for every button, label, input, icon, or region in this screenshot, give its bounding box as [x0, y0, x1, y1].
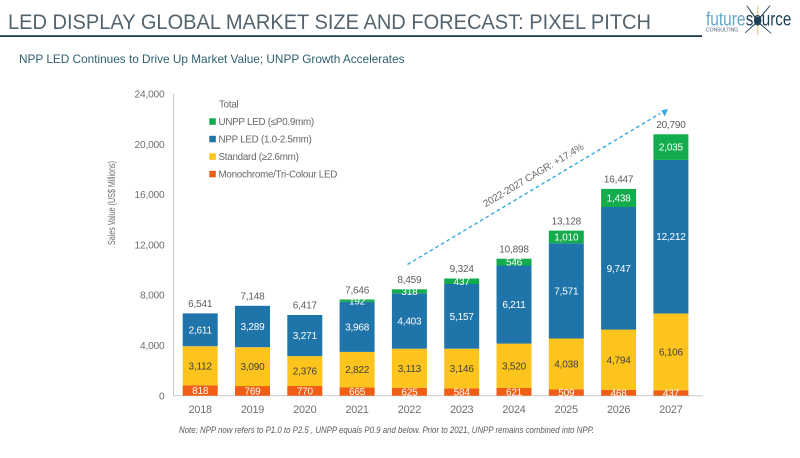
svg-text:2,611: 2,611	[189, 326, 213, 337]
svg-text:LED DISPLAY GLOBAL MARKET SIZE: LED DISPLAY GLOBAL MARKET SIZE AND FOREC…	[8, 10, 651, 34]
svg-text:7,571: 7,571	[554, 287, 579, 298]
svg-text:2026: 2026	[607, 404, 630, 416]
svg-text:8,000: 8,000	[140, 291, 165, 302]
svg-text:665: 665	[349, 387, 366, 398]
svg-text:13,128: 13,128	[552, 216, 582, 227]
svg-text:3,112: 3,112	[189, 361, 213, 372]
svg-text:Standard (≥2.6mm): Standard (≥2.6mm)	[219, 152, 299, 163]
svg-text:546: 546	[506, 258, 523, 269]
svg-text:584: 584	[454, 388, 471, 399]
svg-text:3,146: 3,146	[450, 364, 475, 375]
svg-text:2,376: 2,376	[293, 367, 318, 378]
svg-text:NPP LED Continues to Drive Up: NPP LED Continues to Drive Up Market Val…	[19, 52, 405, 66]
svg-text:468: 468	[611, 388, 628, 399]
svg-text:2021: 2021	[345, 404, 368, 416]
svg-text:3,289: 3,289	[240, 322, 265, 333]
svg-text:192: 192	[349, 296, 366, 307]
svg-text:7,148: 7,148	[240, 292, 265, 303]
svg-text:NPP LED (1.0-2.5mm): NPP LED (1.0-2.5mm)	[219, 134, 312, 145]
svg-text:Sales Value (US$ Millions): Sales Value (US$ Millions)	[107, 161, 118, 245]
svg-text:20,000: 20,000	[135, 140, 165, 151]
svg-text:769: 769	[244, 387, 261, 398]
svg-text:8,459: 8,459	[397, 275, 422, 286]
svg-text:3,113: 3,113	[398, 364, 422, 375]
svg-text:2,035: 2,035	[659, 143, 684, 154]
svg-text:2022: 2022	[398, 404, 421, 416]
svg-text:2025: 2025	[555, 404, 578, 416]
svg-text:3,968: 3,968	[345, 323, 370, 334]
svg-text:CONSULTING: CONSULTING	[706, 27, 739, 33]
svg-text:6,211: 6,211	[502, 300, 526, 311]
svg-text:625: 625	[401, 387, 418, 398]
svg-text:9,324: 9,324	[450, 264, 475, 275]
svg-text:4,000: 4,000	[140, 341, 165, 352]
svg-text:16,000: 16,000	[135, 190, 165, 201]
svg-text:1,010: 1,010	[554, 233, 579, 244]
svg-text:12,000: 12,000	[135, 240, 165, 251]
svg-text:2023: 2023	[450, 404, 473, 416]
svg-text:818: 818	[192, 386, 209, 397]
svg-text:2020: 2020	[293, 404, 316, 416]
svg-text:2019: 2019	[241, 404, 264, 416]
svg-text:437: 437	[663, 389, 680, 400]
svg-text:UNPP LED (≤P0.9mm): UNPP LED (≤P0.9mm)	[219, 117, 314, 128]
svg-text:318: 318	[401, 287, 418, 298]
svg-text:20,790: 20,790	[656, 120, 686, 131]
svg-text:4,794: 4,794	[607, 355, 632, 366]
svg-text:futuresource: futuresource	[706, 9, 791, 30]
svg-text:4,403: 4,403	[397, 317, 422, 328]
svg-text:1,438: 1,438	[607, 194, 632, 205]
svg-text:6,417: 6,417	[293, 301, 318, 312]
svg-text:6,541: 6,541	[188, 299, 213, 310]
svg-text:2,822: 2,822	[345, 365, 370, 376]
svg-text:4,038: 4,038	[554, 360, 579, 371]
svg-text:9,747: 9,747	[607, 264, 632, 275]
svg-text:5,157: 5,157	[450, 312, 475, 323]
svg-text:6,106: 6,106	[659, 347, 684, 358]
svg-text:2024: 2024	[502, 404, 525, 416]
svg-text:3,090: 3,090	[240, 362, 265, 373]
svg-text:Note: NPP now refers to P1.0 t: Note: NPP now refers to P1.0 to P2.5 , U…	[179, 425, 594, 436]
svg-text:3,271: 3,271	[293, 331, 318, 342]
svg-text:10,898: 10,898	[499, 244, 529, 255]
svg-text:Total: Total	[219, 100, 239, 111]
svg-text:0: 0	[159, 391, 165, 402]
svg-text:12,212: 12,212	[656, 232, 686, 243]
svg-text:770: 770	[297, 387, 314, 398]
svg-text:Monochrome/Tri-Colour LED: Monochrome/Tri-Colour LED	[219, 169, 338, 180]
svg-text:509: 509	[558, 388, 575, 399]
svg-text:2018: 2018	[189, 404, 212, 416]
svg-text:2027: 2027	[659, 404, 682, 416]
svg-text:24,000: 24,000	[135, 90, 165, 101]
svg-text:16,447: 16,447	[604, 175, 634, 186]
svg-text:621: 621	[506, 387, 523, 398]
svg-text:437: 437	[454, 277, 471, 288]
svg-text:3,520: 3,520	[502, 361, 527, 372]
svg-text:7,646: 7,646	[345, 285, 370, 296]
